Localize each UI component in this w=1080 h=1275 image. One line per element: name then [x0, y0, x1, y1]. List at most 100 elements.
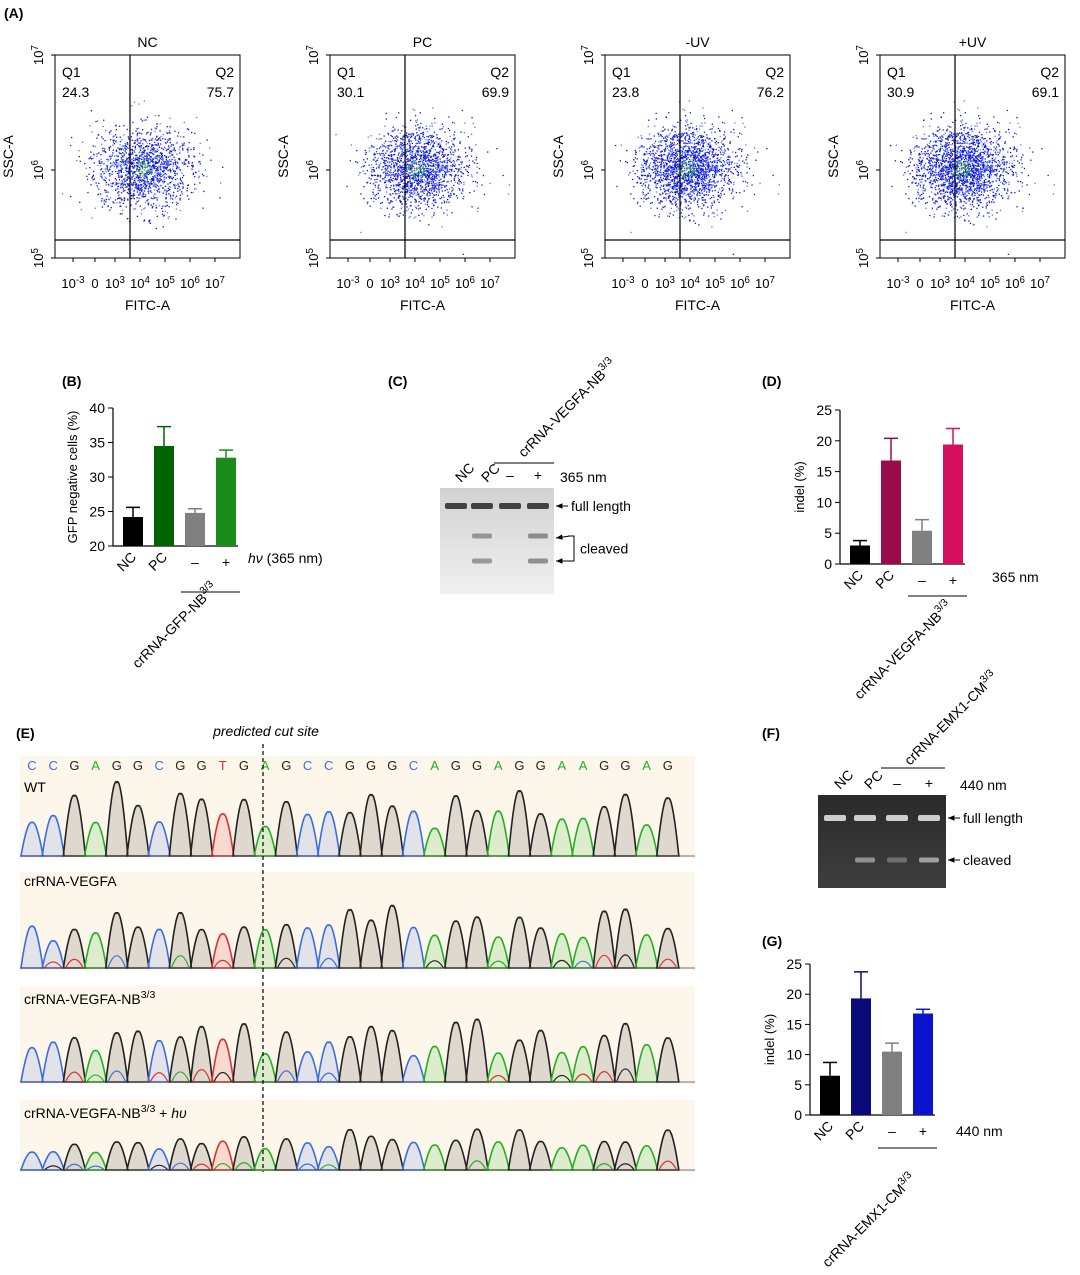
flow-dot [671, 180, 673, 182]
flow-dot [736, 162, 738, 165]
flow-dot [728, 164, 730, 166]
flow-dot [649, 174, 652, 177]
flow-dot [133, 208, 135, 210]
flow-dot [660, 151, 662, 153]
flow-dot [700, 178, 702, 181]
flow-dot [445, 174, 447, 176]
flow-dot [696, 151, 698, 154]
flow-dot [475, 159, 477, 161]
flow-dot [392, 126, 394, 128]
flow-dot [157, 144, 159, 146]
flow-dot [409, 150, 411, 152]
flow-dot [689, 220, 691, 222]
flow-dot [146, 142, 148, 144]
flow-dot [658, 174, 660, 176]
flow-dot [664, 205, 666, 208]
flow-dot [665, 163, 667, 165]
flow-dot [391, 130, 393, 132]
flow-dot [382, 153, 384, 155]
flow-dot [718, 146, 720, 148]
flow-dot [695, 173, 697, 175]
flow-dot [712, 194, 714, 197]
flow-dot [122, 190, 125, 192]
flow-dot [649, 168, 651, 170]
flow-dot [682, 178, 684, 180]
flow-dot [692, 165, 694, 167]
flow-dot [120, 185, 122, 187]
flow-dot [402, 174, 404, 176]
flow-dot [705, 164, 707, 166]
flow-dot [733, 181, 735, 183]
flow-dot [79, 201, 81, 203]
flow-dot [428, 161, 431, 163]
flow-dot [443, 201, 446, 204]
flow-dot [175, 142, 178, 144]
flow-dot [457, 168, 460, 170]
flow-dot [683, 190, 685, 192]
flow-dot [364, 173, 366, 175]
flow-dot [421, 159, 423, 161]
flow-dot [625, 161, 627, 163]
flow-dot [682, 146, 684, 148]
flow-dot [140, 165, 143, 168]
flow-dot [169, 163, 171, 165]
flow-dot [392, 172, 394, 174]
flow-dot [676, 153, 679, 155]
flow-dot [152, 158, 155, 160]
flow-dot [148, 166, 150, 168]
flow-dot [377, 189, 379, 192]
flow-dot [157, 169, 159, 172]
flow-dot [685, 162, 687, 164]
flow-dot [684, 160, 686, 162]
flow-dot [374, 184, 376, 186]
flow-dot [446, 161, 448, 163]
flow-dot [188, 147, 190, 149]
flow-dot [655, 183, 657, 185]
flow-dot [429, 171, 432, 174]
flow-dot [715, 143, 717, 145]
flow-dot [130, 149, 132, 151]
flow-dot [661, 135, 663, 138]
flow-dot [429, 150, 431, 152]
flow-dot [670, 153, 672, 156]
flow-dot [403, 185, 405, 188]
flow-dot [682, 162, 684, 165]
flow-dot [385, 180, 387, 182]
flow-dot [721, 187, 723, 189]
x-tick-label: 104 [405, 275, 425, 292]
flow-dot [638, 147, 640, 149]
flow-dot [399, 212, 401, 214]
flow-dot [420, 191, 422, 193]
flow-dot [115, 150, 118, 153]
x-tick-label: 103 [380, 275, 400, 292]
flow-dot [183, 121, 185, 124]
flow-dot [441, 128, 443, 130]
flow-dot [391, 174, 393, 176]
flow-dot [131, 176, 133, 178]
flow-dot [105, 191, 108, 193]
flow-dot [143, 220, 145, 222]
flow-dot [660, 141, 662, 143]
flow-dot [710, 165, 712, 167]
flow-dot [409, 172, 411, 174]
flow-dot [672, 139, 674, 141]
flow-dot [438, 189, 440, 191]
flow-dot [415, 200, 417, 202]
x-axis-label: FITC-A [125, 297, 171, 313]
panel-label-d: (D) [762, 373, 781, 389]
flow-dot [638, 178, 641, 180]
flow-dot [684, 136, 687, 138]
flow-dot [685, 166, 687, 169]
flow-dot [402, 187, 404, 190]
flow-dot [698, 166, 700, 168]
flow-dot [655, 118, 657, 120]
flow-dot [140, 145, 142, 147]
flow-dot [672, 214, 674, 216]
flow-dot [413, 167, 415, 169]
flow-dot [406, 192, 408, 194]
flow-dot [149, 162, 151, 164]
flow-dot [412, 108, 414, 110]
flow-dot [660, 169, 662, 171]
flow-dot [139, 197, 141, 199]
flow-dot [666, 179, 668, 181]
